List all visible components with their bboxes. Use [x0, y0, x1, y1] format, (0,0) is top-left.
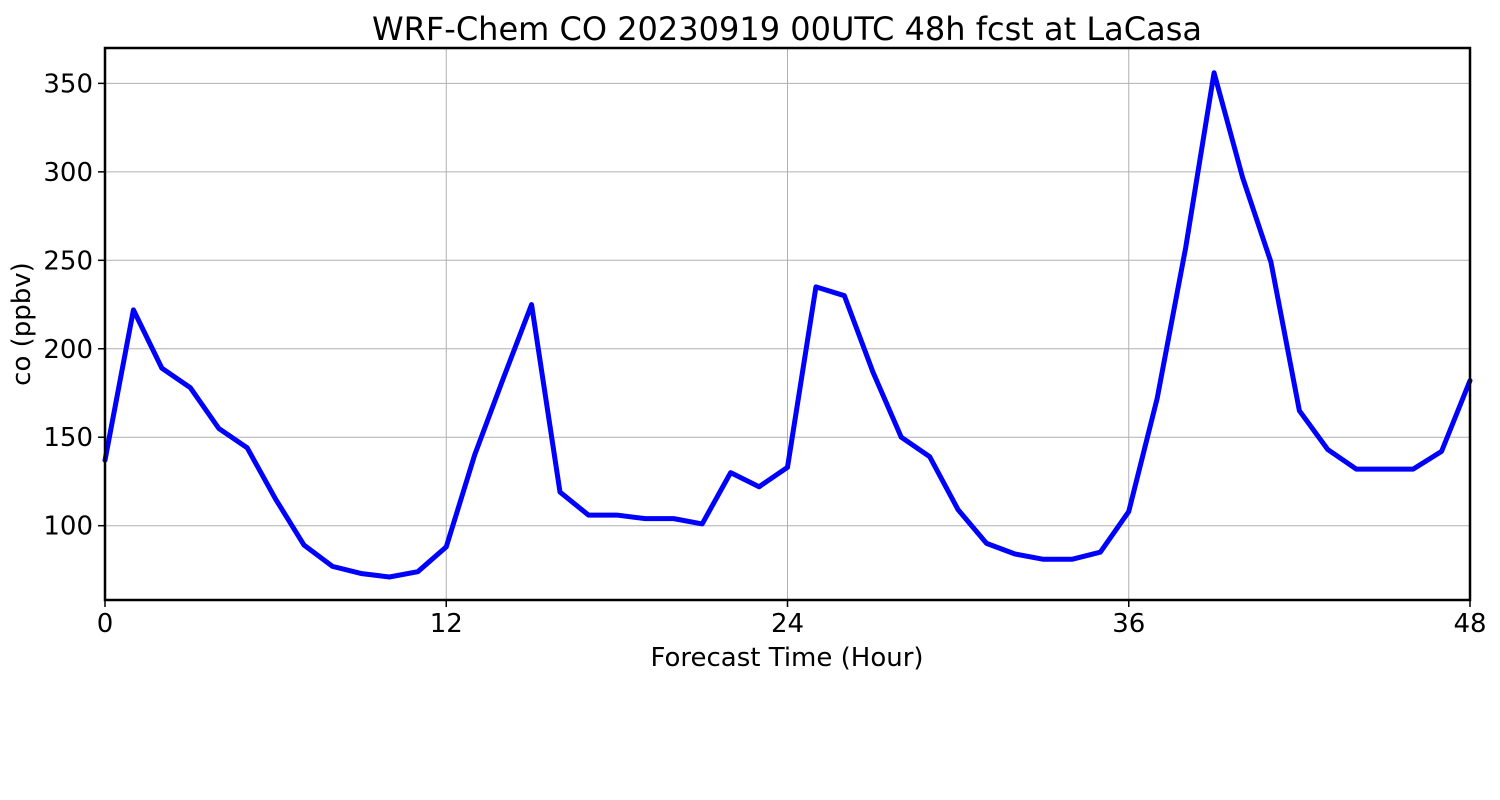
x-tick-label: 12	[430, 609, 463, 639]
series-layer	[102, 70, 1473, 580]
y-tick-label: 200	[43, 335, 93, 365]
y-axis: 100 150 200 250 300 350	[43, 69, 105, 542]
y-tick-label: 300	[43, 158, 93, 188]
x-tick-label: 36	[1112, 609, 1145, 639]
grid	[104, 48, 1471, 600]
x-tick-label: 0	[97, 609, 114, 639]
co-series-line	[102, 70, 1473, 580]
chart-title: WRF-Chem CO 20230919 00UTC 48h fcst at L…	[372, 10, 1202, 48]
y-axis-title: co (ppbv)	[7, 262, 37, 386]
x-tick-label: 48	[1453, 609, 1486, 639]
y-tick-label: 350	[43, 69, 93, 99]
y-tick-label: 150	[43, 423, 93, 453]
y-tick-label: 250	[43, 246, 93, 276]
x-axis: 0 12 24 36 48	[97, 600, 1487, 639]
x-axis-title: Forecast Time (Hour)	[650, 643, 923, 673]
x-tick-label: 24	[771, 609, 804, 639]
y-tick-label: 100	[43, 512, 93, 542]
